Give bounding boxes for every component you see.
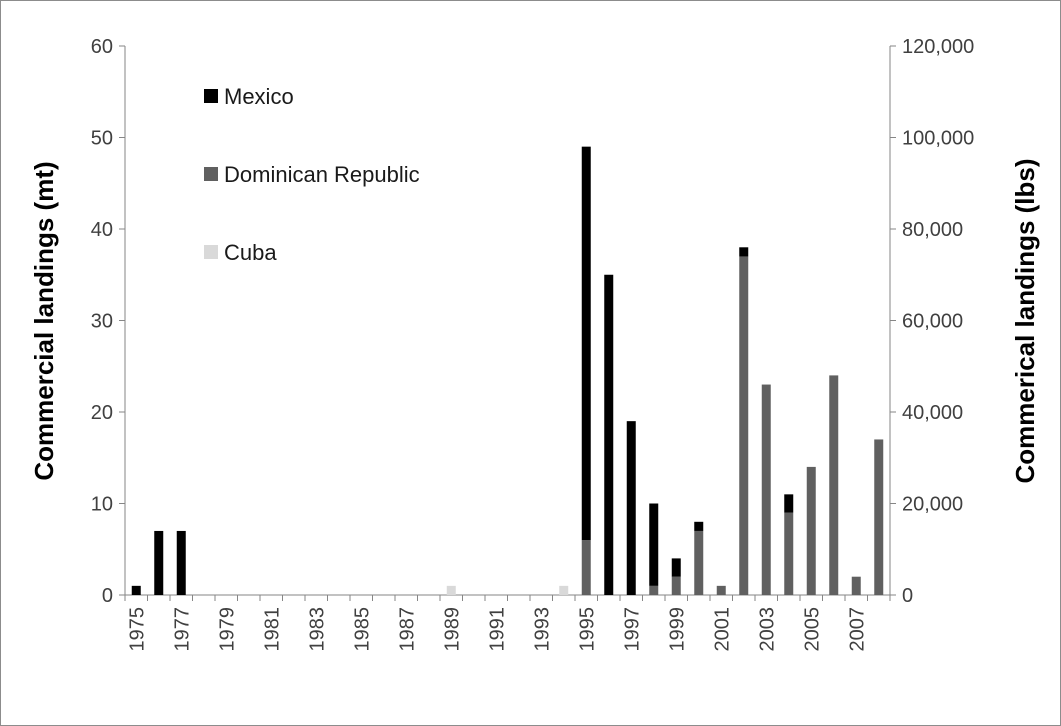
bar-mexico-1995	[581, 146, 591, 541]
x-tick-label: 1991	[486, 607, 508, 652]
right-tick-label: 0	[902, 585, 913, 607]
bar-mexico-1976	[154, 530, 164, 595]
right-tick-label: 80,000	[902, 219, 963, 241]
x-tick-label: 1977	[171, 607, 193, 652]
x-tick-label: 2005	[801, 607, 823, 652]
x-tick-label: 2003	[756, 607, 778, 652]
bar-cuba-1989	[446, 585, 456, 595]
bar-dominican-republic-2008	[874, 439, 884, 595]
bar-dominican-republic-2004	[784, 512, 794, 595]
bar-mexico-1975	[131, 585, 141, 595]
legend-swatch-dominican-republic	[204, 167, 218, 181]
right-axis-title: Commerical landings (lbs)	[1010, 158, 1040, 483]
left-axis-title: Commercial landings (mt)	[29, 161, 59, 480]
x-tick-label: 1981	[261, 607, 283, 652]
legend-swatch-cuba	[204, 245, 218, 259]
left-tick-label: 50	[91, 128, 113, 150]
right-tick-label: 120,000	[902, 36, 974, 58]
legend-label-cuba: Cuba	[224, 240, 277, 265]
left-tick-label: 0	[102, 585, 113, 607]
x-tick-label: 1987	[396, 607, 418, 652]
bar-mexico-1977	[176, 530, 186, 595]
legend-swatch-mexico	[204, 89, 218, 103]
left-y-axis: 0 10 20 30 40 50 60	[91, 36, 126, 607]
left-tick-label: 40	[91, 219, 113, 241]
bar-dominican-republic-1998	[649, 585, 659, 595]
bar-dominican-republic-2007	[851, 576, 861, 595]
bar-dominican-republic-1999	[671, 576, 681, 595]
bar-mexico-1999	[671, 558, 681, 577]
bar-cuba-1994	[559, 585, 569, 595]
x-tick-label: 1999	[666, 607, 688, 652]
x-axis: 1975 1977 1979 1981 1983 1985 1987 1989 1991 1993…	[124, 594, 891, 652]
right-tick-label: 60,000	[902, 311, 963, 333]
bar-mexico-1996	[604, 274, 614, 595]
left-tick-label: 30	[91, 311, 113, 333]
bar-dominican-republic-2003	[761, 384, 771, 595]
left-tick-label: 60	[91, 36, 113, 58]
bar-dominican-republic-2002	[739, 256, 749, 595]
left-tick-label: 20	[91, 402, 113, 424]
bar-dominican-republic-2001	[716, 585, 726, 595]
bar-mexico-1997	[626, 421, 636, 595]
x-tick-label: 2001	[711, 607, 733, 652]
bar-mexico-2000	[694, 521, 704, 531]
x-tick-label: 1979	[216, 607, 238, 652]
x-tick-label: 1993	[531, 607, 553, 652]
bar-dominican-republic-2000	[694, 530, 704, 595]
x-tick-label: 1995	[576, 607, 598, 652]
bar-mexico-2004	[784, 494, 794, 513]
right-tick-label: 100,000	[902, 128, 974, 150]
bar-mexico-1998	[649, 503, 659, 586]
right-tick-label: 20,000	[902, 494, 963, 516]
x-tick-label: 2007	[846, 607, 868, 652]
legend-label-dominican-republic: Dominican Republic	[224, 162, 420, 187]
x-tick-label: 1983	[306, 607, 328, 652]
legend-label-mexico: Mexico	[224, 84, 294, 109]
bar-mexico-2002	[739, 247, 749, 257]
legend: Mexico Dominican Republic Cuba	[204, 84, 420, 265]
x-tick-label: 1975	[126, 607, 148, 652]
x-tick-label: 1989	[441, 607, 463, 652]
x-tick-label: 1985	[351, 607, 373, 652]
left-tick-label: 10	[91, 494, 113, 516]
bar-dominican-republic-2005	[806, 466, 816, 595]
bars	[131, 146, 884, 595]
bar-dominican-republic-1995	[581, 540, 591, 595]
right-tick-label: 40,000	[902, 402, 963, 424]
x-tick-label: 1997	[621, 607, 643, 652]
right-y-axis: 0 20,000 40,000 60,000 80,000 100,000 120,000	[889, 36, 974, 607]
bar-dominican-republic-2006	[829, 375, 839, 595]
